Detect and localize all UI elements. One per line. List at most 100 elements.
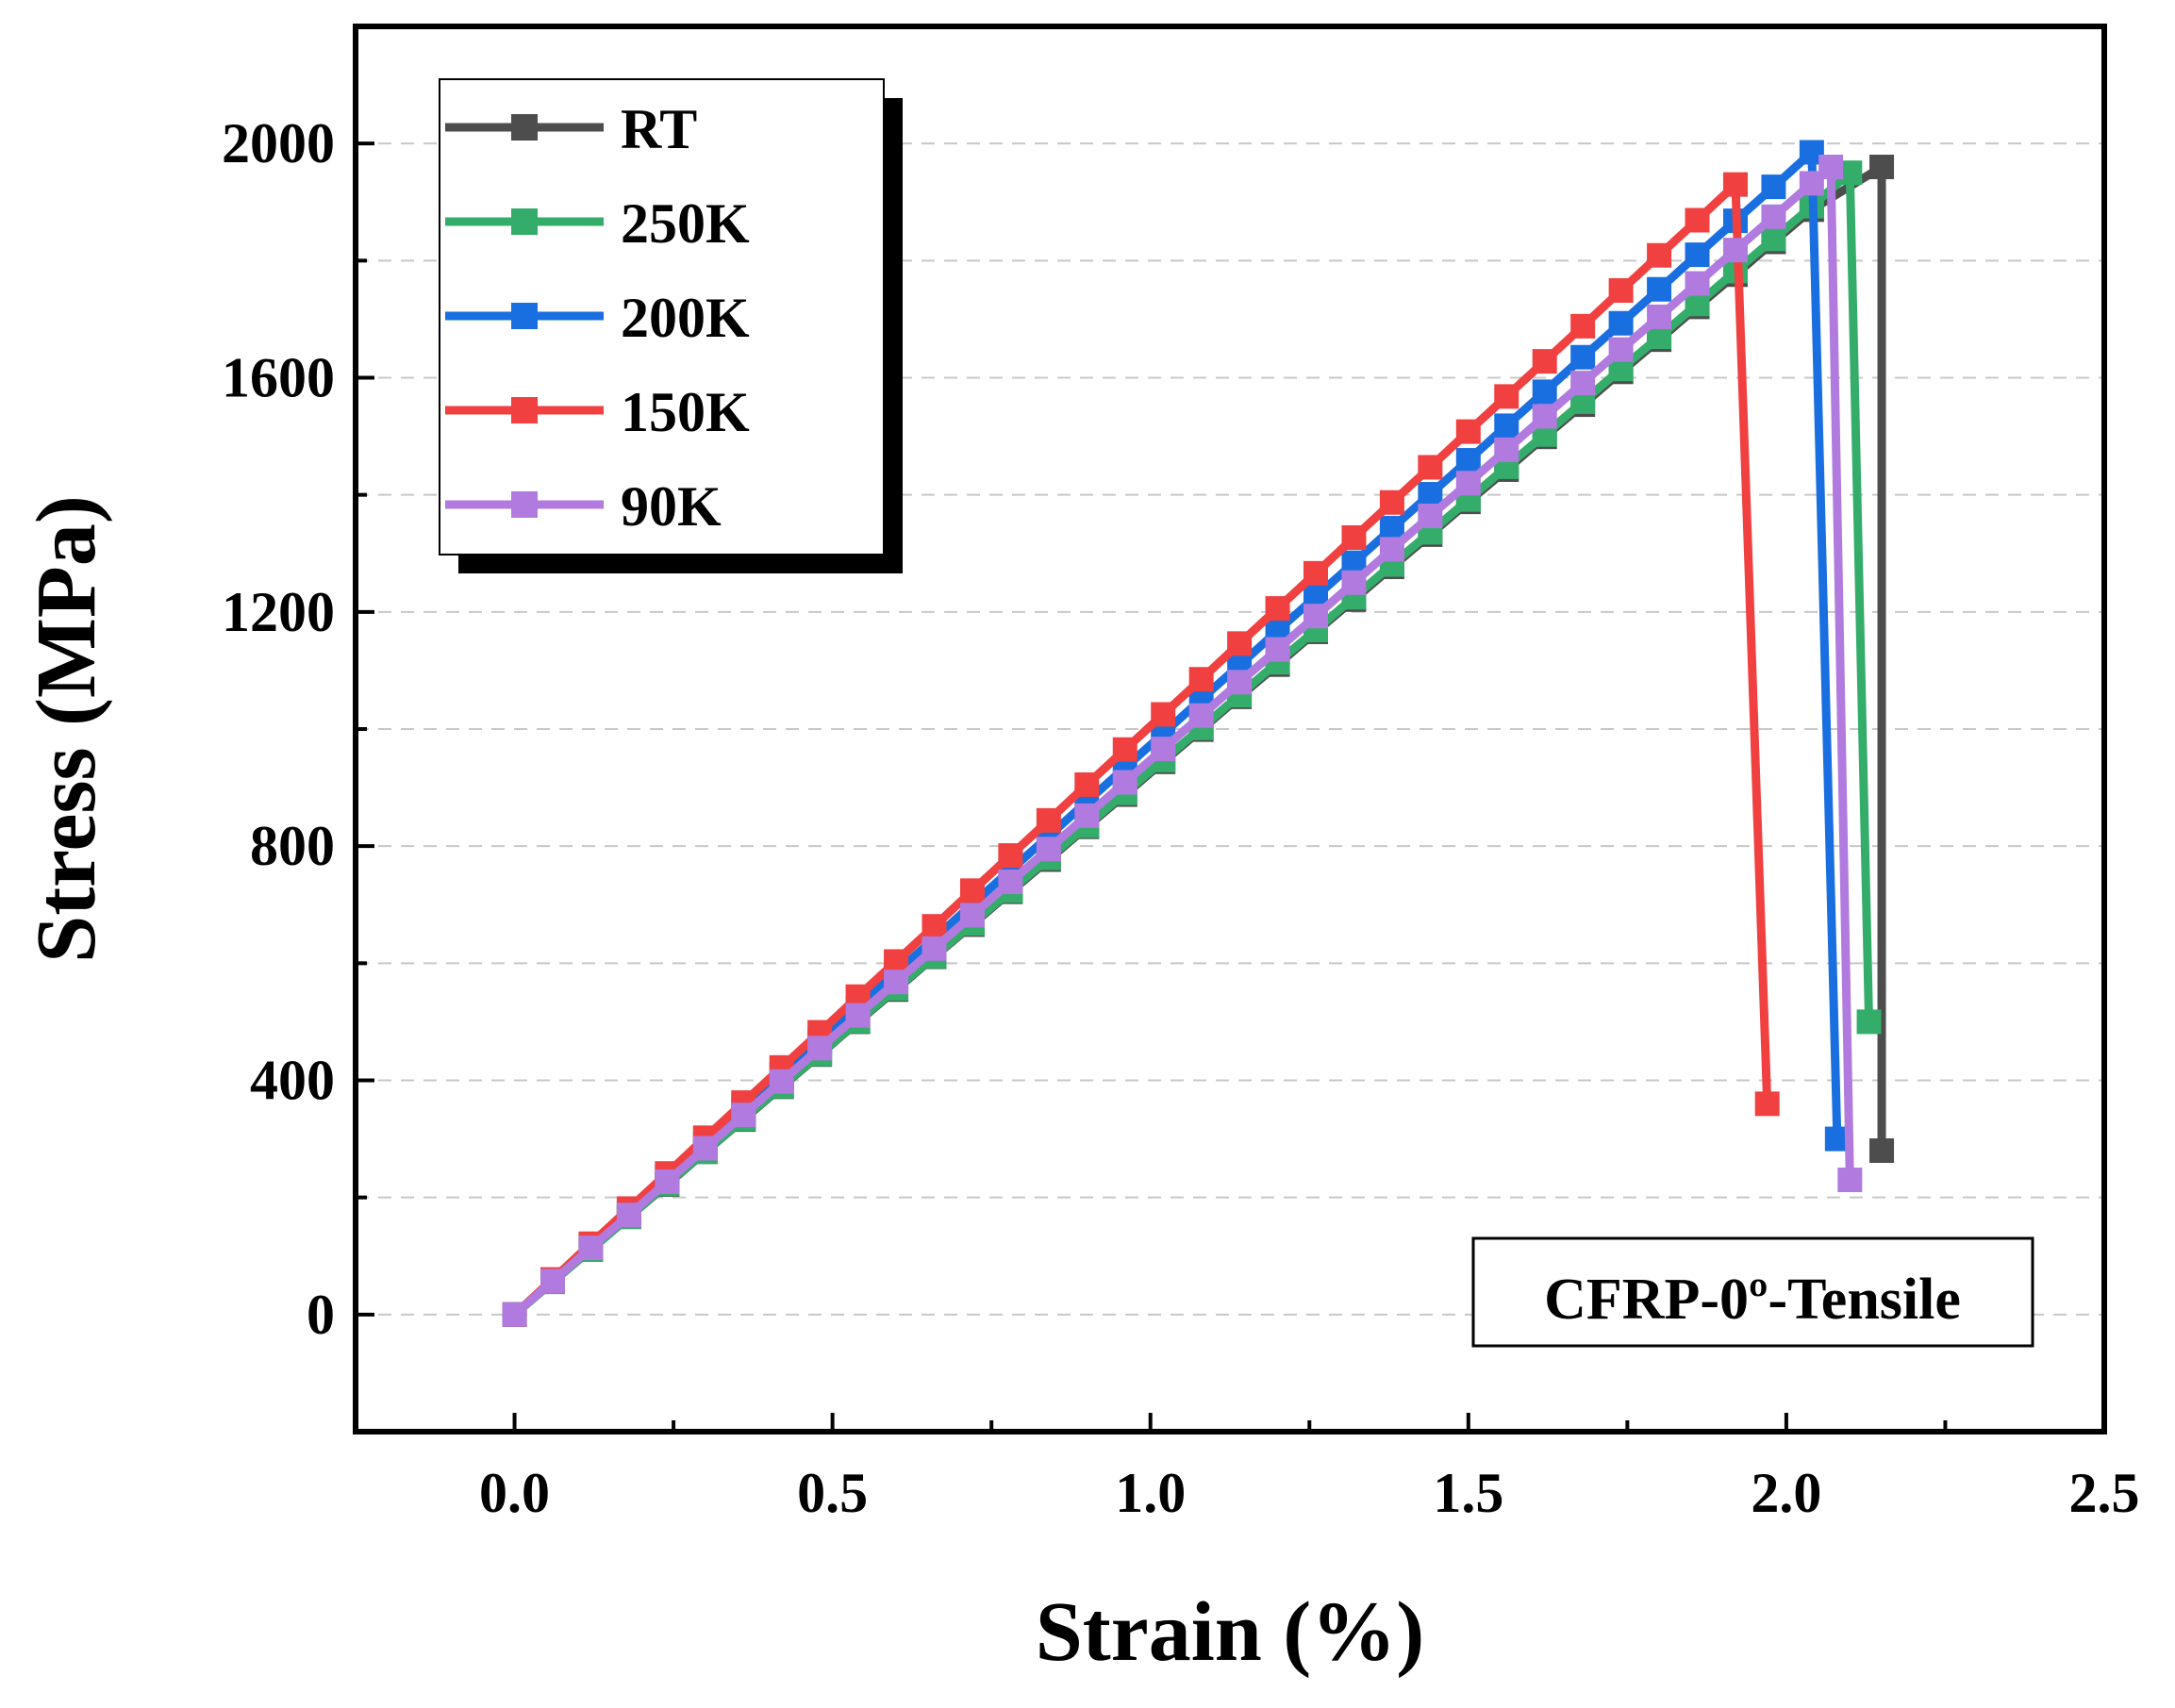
legend-marker (511, 397, 538, 423)
data-point (1837, 1168, 1863, 1193)
legend: RT 250K 200K 150K 90K (439, 78, 903, 573)
data-point (692, 1136, 718, 1161)
data-point (1608, 277, 1634, 303)
data-point (1188, 667, 1214, 692)
data-point (1379, 537, 1404, 562)
data-point (1532, 379, 1557, 405)
data-point (884, 970, 909, 995)
data-point (1455, 471, 1481, 496)
legend-marker (511, 491, 538, 518)
annotation-box: CFRP-0º-Tensile (1471, 1236, 2034, 1348)
data-point (1761, 226, 1786, 252)
data-point (1608, 310, 1634, 336)
data-point (540, 1269, 565, 1294)
x-tick-label: 1.0 (1115, 1462, 1186, 1524)
legend-marker (511, 208, 538, 235)
data-point (1647, 304, 1672, 329)
axis-ticks: 0 400 800 1200 1600 2000 0.0 0.5 1.0 1.5 2.0 2.5 (222, 112, 2140, 1524)
data-point (769, 1069, 794, 1094)
data-point (1151, 702, 1176, 727)
legend-label: RT (621, 98, 697, 160)
data-point (1761, 174, 1786, 200)
data-point (655, 1169, 680, 1194)
data-point (1608, 337, 1634, 362)
series-line-150k (511, 180, 1772, 1318)
y-tick-label: 800 (250, 815, 335, 877)
data-point (1227, 670, 1253, 695)
data-point (1455, 448, 1481, 473)
data-point (1341, 570, 1367, 595)
data-point (1818, 155, 1844, 179)
data-point (1754, 1091, 1780, 1117)
data-point (1379, 489, 1404, 515)
y-tick-label: 2000 (222, 112, 335, 174)
data-point (1494, 413, 1519, 439)
data-point (1570, 344, 1596, 370)
data-point (845, 1003, 871, 1028)
data-point (1869, 1138, 1895, 1163)
data-point (1869, 155, 1895, 179)
data-point (1151, 737, 1176, 762)
data-point (1532, 404, 1557, 429)
data-point (1303, 560, 1329, 586)
data-point (1418, 504, 1443, 529)
y-tick-label: 1200 (222, 581, 335, 643)
data-point (1036, 837, 1061, 862)
data-point (1379, 516, 1404, 541)
y-axis-title: Stress (MPa) (20, 495, 113, 963)
data-point (502, 1302, 527, 1327)
data-point (1570, 313, 1596, 339)
y-tick-label: 1600 (222, 347, 335, 409)
data-point (1188, 703, 1214, 728)
data-point (1761, 204, 1786, 229)
data-point (1570, 371, 1596, 396)
data-point (1647, 276, 1672, 302)
data-point (1856, 1009, 1882, 1035)
x-tick-label: 1.5 (1433, 1462, 1503, 1524)
data-point (1227, 631, 1253, 656)
x-tick-label: 2.0 (1751, 1462, 1821, 1524)
legend-item-250k: 250K (445, 192, 750, 255)
series-layer (502, 140, 1895, 1327)
data-point (578, 1235, 604, 1261)
series-90k (502, 155, 1863, 1327)
data-point (1722, 238, 1748, 263)
legend-label: 250K (621, 192, 750, 255)
data-point (1265, 596, 1290, 622)
data-point (1647, 242, 1672, 268)
data-point (959, 878, 985, 904)
data-point (1685, 242, 1710, 268)
data-point (1265, 637, 1290, 662)
data-point (1341, 524, 1367, 550)
data-point (1074, 803, 1100, 828)
x-tick-label: 2.5 (2069, 1462, 2140, 1524)
legend-item-150k: 150K (445, 381, 750, 443)
data-point (998, 870, 1023, 895)
y-tick-label: 400 (250, 1050, 335, 1112)
data-point (1418, 455, 1443, 480)
legend-item-rt: RT (445, 98, 697, 160)
data-point (959, 903, 985, 928)
legend-label: 200K (621, 287, 750, 349)
annotation-text: CFRP-0º-Tensile (1544, 1268, 1961, 1332)
data-point (1455, 419, 1481, 444)
data-point (998, 843, 1023, 869)
legend-marker (511, 303, 538, 329)
legend-label: 90K (621, 475, 722, 538)
data-point (731, 1103, 756, 1128)
data-point (1112, 737, 1137, 762)
data-point (807, 1036, 833, 1061)
data-point (1303, 604, 1329, 629)
data-point (1112, 770, 1137, 795)
data-point (1494, 437, 1519, 462)
legend-label: 150K (621, 381, 750, 443)
data-point (921, 936, 947, 961)
legend-marker (511, 114, 538, 141)
data-point (1685, 207, 1710, 233)
x-tick-label: 0.5 (797, 1462, 868, 1524)
legend-item-200k: 200K (445, 287, 750, 349)
data-point (1494, 384, 1519, 409)
y-tick-label: 0 (307, 1284, 335, 1346)
data-point (1532, 349, 1557, 374)
